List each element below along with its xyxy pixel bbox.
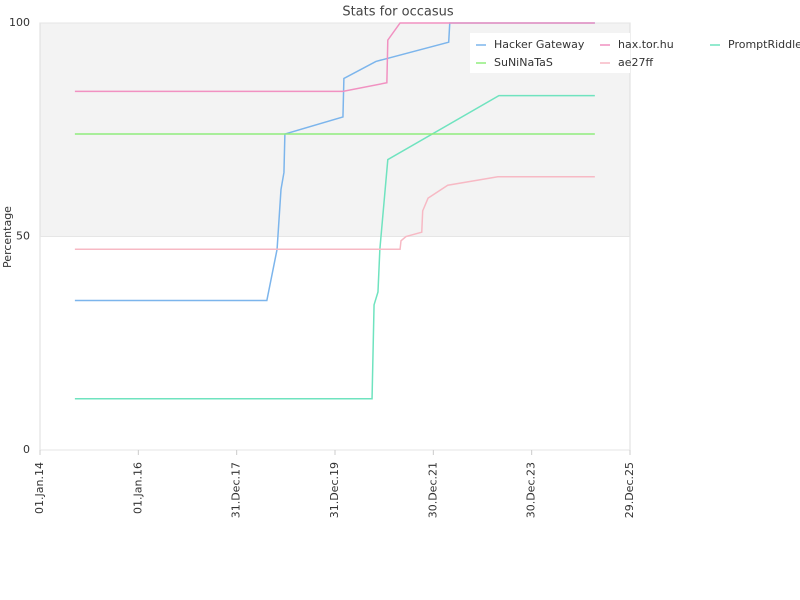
- legend: Hacker Gateway hax.tor.hu PromptRiddle SuNi…: [470, 33, 800, 73]
- series-line: [74, 94, 595, 400]
- y-tick-label: 100: [9, 16, 30, 29]
- legend-label: Hacker Gateway: [494, 38, 585, 51]
- chart-title: Stats for occasus: [342, 5, 454, 20]
- x-tick-label: 29.Dec.25: [623, 462, 636, 518]
- y-tick-label: 0: [23, 443, 30, 456]
- y-tick-label: 50: [16, 230, 30, 243]
- x-tick-label: 01.Jan.14: [33, 462, 46, 514]
- x-tick-label: 01.Jan.16: [131, 462, 144, 514]
- x-tick-label: 31.Dec.17: [230, 462, 243, 518]
- legend-label: ae27ff: [618, 56, 654, 69]
- legend-label: hax.tor.hu: [618, 38, 674, 51]
- x-tick-label: 30.Dec.21: [426, 462, 439, 518]
- series-line: [74, 22, 595, 302]
- x-tick-label: 31.Dec.19: [328, 462, 341, 518]
- series-line: [74, 22, 595, 93]
- legend-label: SuNiNaTaS: [494, 56, 553, 69]
- legend-label: PromptRiddle: [728, 38, 800, 51]
- series-line: [74, 175, 595, 251]
- y-axis-label: Percentage: [1, 206, 14, 268]
- x-tick-label: 30.Dec.23: [525, 462, 538, 518]
- legend-box: [470, 33, 630, 73]
